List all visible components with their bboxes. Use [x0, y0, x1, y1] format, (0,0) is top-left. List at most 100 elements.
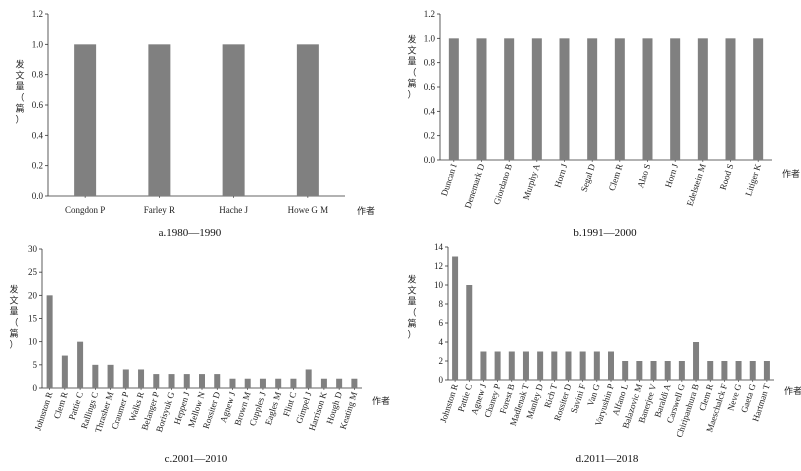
y-tick-label: 0.8	[424, 58, 436, 68]
bar-b-2	[476, 38, 487, 161]
bar-b-3	[504, 38, 515, 161]
bar-d-12	[608, 351, 614, 380]
bar-d-9	[565, 351, 572, 380]
bar-c-21	[351, 378, 358, 388]
bar-c-2	[61, 355, 68, 388]
bar-b-12	[753, 38, 764, 161]
y-tick-label: 2	[439, 356, 444, 366]
chart-caption: d.2011—2018	[576, 453, 639, 465]
bar-c-19	[320, 378, 327, 388]
x-axis-label: 作者	[784, 385, 801, 397]
y-tick-label: 10	[434, 280, 444, 290]
bar-d-20	[721, 361, 728, 380]
y-tick-label: 0.6	[32, 100, 44, 110]
bar-d-23	[763, 361, 770, 380]
x-tick-label: Denemark D	[463, 162, 487, 210]
bar-d-8	[551, 351, 558, 380]
y-tick-label: 25	[28, 267, 38, 277]
x-tick-label: Johnston R	[438, 383, 460, 424]
x-tick-label: Duncan I	[439, 163, 459, 198]
y-axis-label: 发文量（篇）	[407, 274, 416, 341]
bar-c-15	[259, 378, 266, 388]
bar-b-10	[697, 38, 708, 161]
bar-c-7	[138, 369, 145, 388]
x-tick-label: Murphy A	[521, 162, 542, 201]
chart-caption: b.1991—2000	[573, 227, 637, 239]
y-tick-label: 8	[439, 299, 444, 309]
bar-d-2	[466, 285, 473, 380]
bar-d-21	[735, 361, 742, 380]
bar-c-13	[229, 378, 236, 388]
bar-c-10	[183, 374, 190, 388]
y-tick-label: 0.0	[32, 191, 44, 201]
bar-b-11	[725, 38, 736, 161]
bar-c-5	[107, 364, 114, 388]
x-axis-label: 作者	[357, 205, 375, 217]
y-axis-label: 发文量（篇）	[407, 34, 416, 101]
x-tick-label: Clem R	[607, 163, 625, 192]
bar-b-5	[559, 38, 570, 161]
y-tick-label: 0.4	[424, 106, 436, 116]
bar-b-8	[642, 38, 653, 161]
bar-c-6	[122, 369, 129, 388]
y-tick-label: 14	[434, 242, 444, 252]
y-tick-label: 10	[28, 337, 38, 347]
y-tick-label: 0.8	[32, 70, 44, 80]
x-axis-label: 作者	[372, 395, 390, 407]
y-tick-label: 30	[28, 244, 38, 254]
y-tick-label: 1.0	[424, 33, 436, 43]
y-tick-label: 12	[434, 261, 443, 271]
y-tick-label: 0	[439, 375, 444, 385]
y-tick-label: 5	[33, 360, 38, 370]
bar-d-5	[508, 351, 515, 380]
bar-d-16	[664, 361, 671, 380]
x-tick-label: Litiger K	[743, 162, 763, 197]
y-tick-label: 15	[28, 314, 38, 324]
bar-d-15	[650, 361, 657, 380]
y-axis-label: 发文量（篇）	[15, 59, 24, 126]
bar-d-7	[537, 351, 544, 380]
bar-c-4	[92, 364, 99, 388]
bar-b-4	[531, 38, 542, 161]
bar-d-18	[693, 342, 700, 380]
y-tick-label: 1.2	[424, 9, 435, 19]
x-axis-label: 作者	[782, 168, 800, 180]
x-tick-label: Congdon P	[65, 205, 105, 215]
bar-c-3	[77, 341, 84, 388]
bar-c-12	[214, 374, 221, 388]
bar-c-11	[199, 374, 205, 388]
x-tick-label: Horn J	[663, 162, 680, 189]
bar-c-18	[305, 369, 312, 388]
y-tick-label: 6	[439, 318, 444, 328]
y-axis-label: 发文量（篇）	[9, 284, 18, 351]
bar-c-9	[168, 374, 175, 388]
bar-c-17	[290, 378, 297, 388]
bar-b-7	[614, 38, 625, 161]
x-tick-label: Giordano B	[492, 163, 515, 206]
y-tick-label: 0.6	[424, 82, 436, 92]
bar-d-3	[480, 351, 487, 380]
x-tick-label: Howe G M	[288, 205, 329, 215]
bar-b-6	[587, 38, 598, 161]
x-tick-label: Segal D	[579, 162, 598, 193]
bar-d-10	[579, 351, 586, 380]
bar-a-1	[74, 44, 97, 197]
y-tick-label: 0.2	[424, 131, 435, 141]
y-tick-label: 20	[28, 290, 38, 300]
bar-d-22	[749, 361, 756, 380]
bar-b-1	[448, 38, 459, 161]
bar-b-9	[670, 38, 681, 161]
bar-d-4	[494, 351, 501, 380]
x-tick-label: Edelstein M	[685, 163, 708, 208]
x-tick-label: Rood S	[718, 163, 736, 192]
y-tick-label: 1.2	[32, 9, 43, 19]
chart-panel-a: 0.0 0.2 0.4 0.6 0.8 1.0 1.2 Congdon P Farley R Ha…	[15, 9, 375, 239]
bar-c-14	[244, 378, 251, 388]
bar-a-3	[222, 44, 245, 197]
x-tick-label: Farley R	[144, 205, 175, 215]
y-tick-label: 0	[33, 383, 38, 393]
